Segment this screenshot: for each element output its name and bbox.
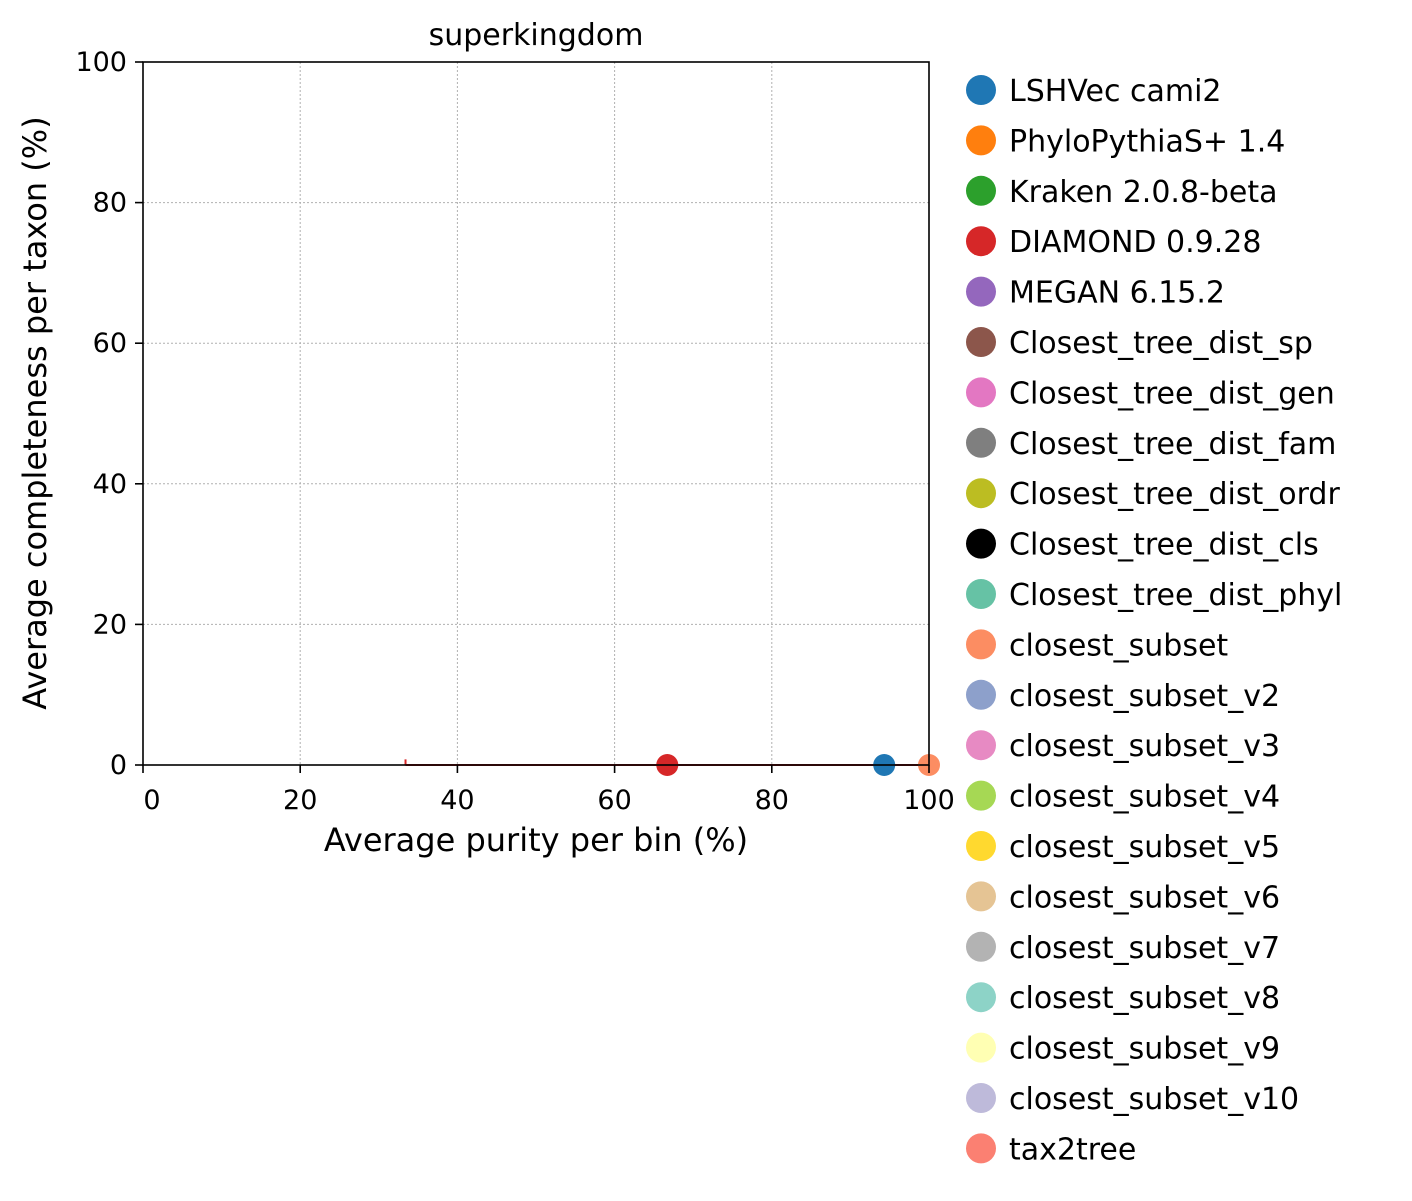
legend-label: Closest_tree_dist_sp [1009,326,1313,361]
y-axis-label: Average completeness per taxon (%) [16,116,54,709]
legend-marker [966,730,996,761]
legend-marker [966,377,996,408]
legend-marker [966,629,996,660]
legend-label: closest_subset [1009,628,1228,663]
legend-marker [966,528,996,559]
x-tick-label: 20 [283,785,317,816]
legend-label: closest_subset_v3 [1009,729,1280,764]
x-tick-label: 40 [440,785,474,816]
legend-marker [966,427,996,458]
y-tick-label: 20 [93,609,127,640]
legend-label: closest_subset_v5 [1009,830,1280,865]
y-tick-label: 60 [93,328,127,359]
legend-marker [966,1083,996,1113]
legend-label: Kraken 2.0.8-beta [1009,175,1278,210]
x-axis-ticks: 0 20 40 60 80 100 [142,765,955,816]
legend-marker [966,579,996,609]
x-tick-label: 80 [755,785,789,816]
legend-label: closest_subset_v2 [1009,679,1280,714]
legend-label: Closest_tree_dist_cls [1009,528,1319,563]
legend-marker [966,881,996,912]
x-tick-label: 100 [903,785,955,816]
legend-label: closest_subset_v10 [1009,1082,1299,1117]
y-tick-label: 0 [110,750,127,781]
legend-marker [966,1032,996,1063]
legend-marker [966,327,996,357]
legend-label: Closest_tree_dist_ordr [1009,477,1340,512]
legend-marker [966,831,996,861]
y-tick-label: 100 [75,47,127,78]
legend-marker [966,1133,996,1164]
legend-marker [966,175,996,206]
legend-marker [966,226,996,257]
legend-label: closest_subset_v7 [1009,931,1280,966]
legend-label: Closest_tree_dist_gen [1009,376,1335,411]
legend-marker [966,780,996,811]
y-axis-ticks: 0 20 40 60 80 100 [75,47,143,781]
legend-marker [966,75,996,105]
y-tick-label: 80 [93,188,127,219]
legend-label: closest_subset_v4 [1009,780,1280,815]
legend-marker [966,982,996,1013]
legend-label: tax2tree [1009,1132,1136,1167]
legend-marker [966,931,996,962]
legend-marker [966,679,996,710]
legend-label: closest_subset_v8 [1009,981,1280,1016]
legend-label: closest_subset_v6 [1009,880,1280,915]
legend-label: DIAMOND 0.9.28 [1009,225,1261,260]
legend-label: Closest_tree_dist_fam [1009,427,1336,462]
plot-frame [142,61,930,766]
y-tick-label: 40 [93,469,127,500]
legend-marker [966,276,996,307]
x-tick-label: 0 [143,785,160,816]
x-tick-label: 60 [597,785,631,816]
chart-title: superkingdom [429,18,644,53]
legend-label: PhyloPythiaS+ 1.4 [1009,124,1285,159]
legend: LSHVec cami2 PhyloPythiaS+ 1.4 Kraken 2.0.… [966,74,1342,1167]
legend-label: LSHVec cami2 [1009,74,1222,109]
legend-label: Closest_tree_dist_phyl [1009,578,1342,613]
legend-label: MEGAN 6.15.2 [1009,276,1225,311]
grid [143,62,929,765]
legend-marker [966,125,996,156]
x-axis-label: Average purity per bin (%) [324,821,748,859]
legend-marker [966,478,996,509]
legend-label: closest_subset_v9 [1009,1032,1280,1067]
